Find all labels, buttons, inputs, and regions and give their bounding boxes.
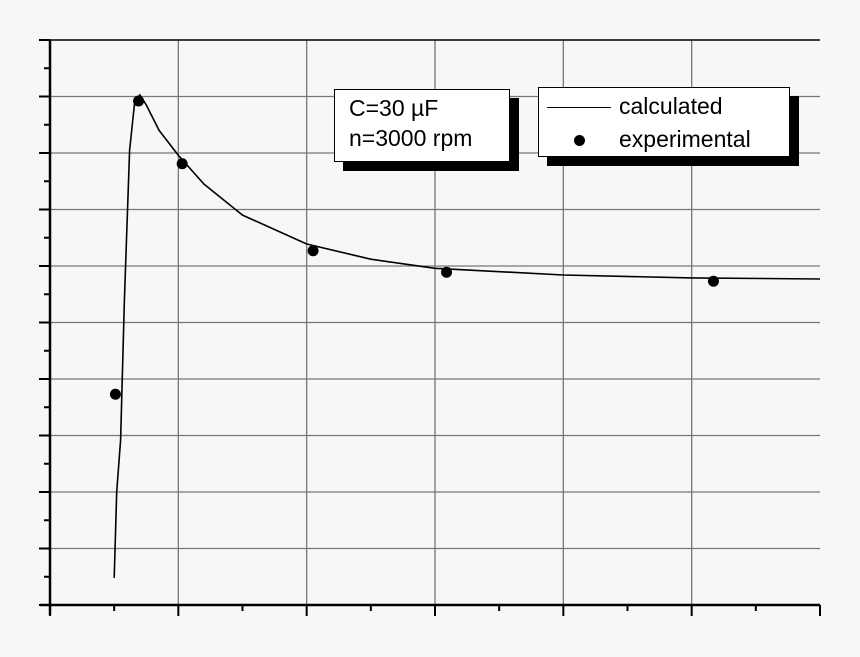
legend-label-experimental: experimental — [619, 126, 751, 152]
legend-marker-icon — [547, 124, 611, 154]
calculated-line — [113, 94, 821, 578]
annotation-capacitance: C=30 µF — [349, 95, 439, 121]
legend-line-icon — [547, 107, 611, 109]
experimental-point — [707, 275, 719, 287]
experimental-point — [133, 95, 145, 107]
experimental-point — [441, 266, 453, 278]
series — [109, 94, 821, 578]
legend-label-calculated: calculated — [619, 93, 723, 119]
annotation-speed: n=3000 rpm — [349, 125, 473, 151]
experimental-point — [307, 245, 319, 257]
experimental-point — [109, 388, 121, 400]
legend-item-calculated: calculated — [547, 91, 723, 121]
experimental-point — [176, 158, 188, 170]
legend: calculated experimental — [538, 87, 790, 157]
legend-item-experimental: experimental — [547, 124, 751, 154]
annotation-box: C=30 µF n=3000 rpm — [334, 89, 510, 162]
axes — [39, 39, 821, 616]
